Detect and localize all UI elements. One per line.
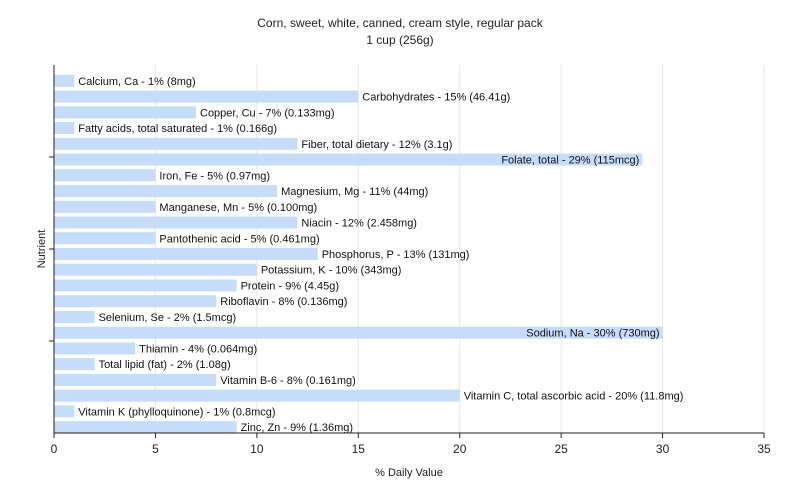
bar-17 [54,342,136,355]
bar-11 [54,248,318,260]
bar-label-2: Copper, Cu - 7% (0.133mg) [200,107,335,119]
bar-label-19: Vitamin B-6 - 8% (0.161mg) [220,375,356,387]
gridlines [154,65,765,433]
y-axis-ticks [49,156,54,342]
bar-label-7: Magnesium, Mg - 11% (44mg) [281,186,428,198]
bar-15 [54,310,95,323]
bar-label-16: Sodium, Na - 30% (730mg) [526,328,659,340]
bar-label-9: Niacin - 12% (2.458mg) [301,218,417,230]
bar-14 [54,295,217,308]
bar-12 [54,263,257,276]
bar-21 [54,405,75,418]
bar-2 [54,106,196,119]
bar-1 [54,90,359,103]
bar-18 [54,358,95,371]
bar-label-21: Vitamin K (phylloquinone) - 1% (0.8mcg) [78,406,275,418]
bar-3 [54,122,75,135]
x-tick-label-25: 25 [554,442,568,456]
bar-8 [54,200,156,213]
bar-7 [54,185,278,198]
bar-label-14: Riboflavin - 8% (0.136mg) [220,296,347,308]
bar-label-22: Zinc, Zn - 9% (1.36mg) [241,422,353,434]
bar-20 [54,389,460,402]
bar-label-15: Selenium, Se - 2% (1.5mcg) [99,312,237,324]
bar-label-1: Carbohydrates - 15% (46.41g) [362,92,510,104]
bar-label-12: Potassium, K - 10% (343mg) [261,265,402,277]
bar-16 [54,326,663,339]
bar-5 [54,153,643,166]
bar-label-0: Calcium, Ca - 1% (8mg) [78,76,195,88]
bar-9 [54,216,298,229]
bar-6 [54,169,156,182]
bars: Calcium, Ca - 1% (8mg) Carbohydrates - 15… [54,74,684,434]
x-tick-label-35: 35 [757,442,771,456]
bar-label-13: Protein - 9% (4.45g) [241,280,339,292]
bar-label-10: Pantothenic acid - 5% (0.461mg) [159,233,319,245]
bar-0 [54,74,75,87]
x-tick-label-30: 30 [656,442,670,456]
x-tick-label-10: 10 [250,442,264,456]
bar-label-11: Phosphorus, P - 13% (131mg) [322,249,470,261]
x-tick-label-15: 15 [352,442,366,456]
x-axis-ticks: 0 5 10 15 20 25 30 35 [51,433,771,456]
bar-label-17: Thiamin - 4% (0.064mg) [139,343,257,355]
bar-label-18: Total lipid (fat) - 2% (1.08g) [99,359,231,371]
bar-label-20: Vitamin C, total ascorbic acid - 20% (11… [464,391,684,403]
bar-19 [54,373,217,386]
bar-4 [54,137,298,150]
y-axis-title: Nutrient [36,230,48,269]
x-tick-label-5: 5 [152,442,159,456]
chart-title: Corn, sweet, white, canned, cream style,… [257,16,543,30]
bar-10 [54,232,156,245]
x-tick-label-0: 0 [51,442,58,456]
bar-label-6: Iron, Fe - 5% (0.97mg) [159,170,270,182]
chart-subtitle: 1 cup (256g) [366,33,433,47]
bar-13 [54,279,237,292]
bar-label-5: Folate, total - 29% (115mcg) [501,155,639,167]
x-axis-title: % Daily Value [375,467,443,479]
bar-label-3: Fatty acids, total saturated - 1% (0.166… [78,123,277,135]
bar-label-4: Fiber, total dietary - 12% (3.1g) [301,139,452,151]
bar-label-8: Manganese, Mn - 5% (0.100mg) [159,202,317,214]
x-tick-label-20: 20 [453,442,467,456]
bar-22 [54,421,237,434]
